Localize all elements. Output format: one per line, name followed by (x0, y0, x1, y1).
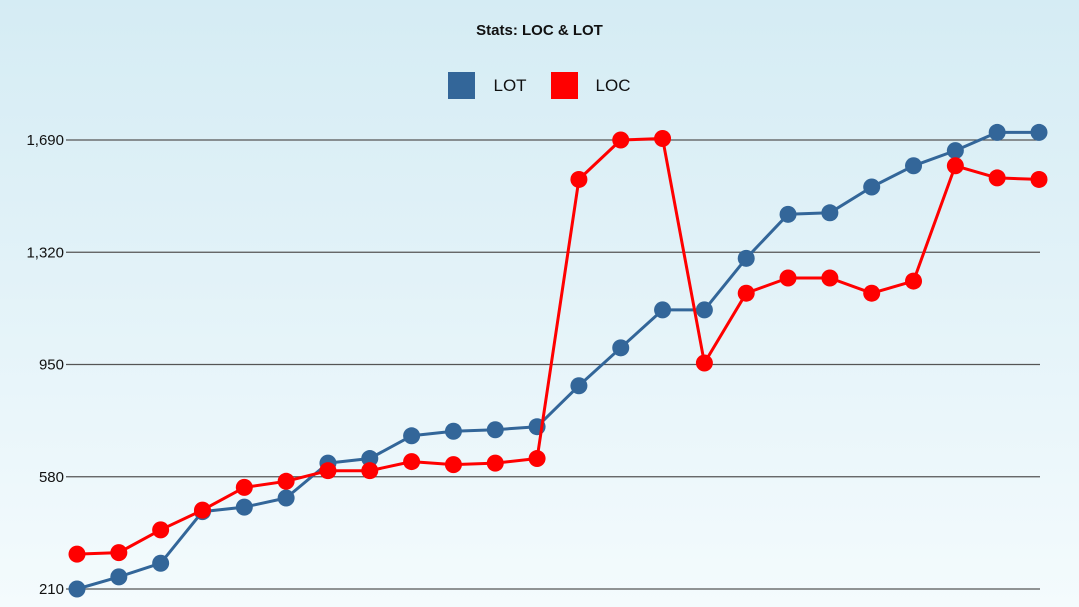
data-point-loc[interactable] (110, 544, 128, 562)
data-point-loc[interactable] (863, 284, 881, 302)
series-lot (68, 123, 1048, 598)
data-point-loc[interactable] (68, 545, 86, 563)
data-point-loc[interactable] (193, 501, 211, 519)
data-point-lot[interactable] (779, 205, 797, 223)
legend-label-lot: LOT (493, 75, 527, 95)
data-point-lot[interactable] (277, 489, 295, 507)
data-point-lot[interactable] (988, 123, 1006, 141)
data-point-loc[interactable] (946, 157, 964, 175)
data-point-lot[interactable] (863, 178, 881, 196)
data-point-loc[interactable] (403, 453, 421, 471)
y-tick-label: 1,320 (26, 244, 64, 261)
data-point-loc[interactable] (1030, 170, 1048, 188)
y-tick-label: 210 (39, 581, 64, 598)
data-point-loc[interactable] (444, 456, 462, 474)
legend-swatch-lot (448, 72, 476, 99)
y-tick-label: 1,690 (26, 132, 64, 149)
y-axis-ticks: 210 580 950 1,320 1,690 (26, 132, 64, 598)
data-point-loc[interactable] (779, 269, 797, 287)
data-point-lot[interactable] (946, 142, 964, 160)
data-point-lot[interactable] (444, 422, 462, 440)
data-point-lot[interactable] (110, 568, 128, 586)
data-point-lot[interactable] (486, 421, 504, 439)
data-point-lot[interactable] (403, 427, 421, 445)
chart-title: Stats: LOC & LOT (476, 22, 603, 39)
data-point-lot[interactable] (152, 554, 170, 572)
data-point-lot[interactable] (570, 377, 588, 395)
data-point-loc[interactable] (905, 272, 923, 290)
chart-legend: LOT LOC (0, 72, 1079, 99)
data-point-lot[interactable] (1030, 123, 1048, 141)
series-layer (68, 123, 1048, 598)
data-point-lot[interactable] (905, 157, 923, 175)
legend-label-loc: LOC (595, 75, 631, 95)
data-point-loc[interactable] (277, 472, 295, 490)
grid-layer (66, 139, 1040, 590)
series-loc (68, 129, 1048, 563)
data-point-lot[interactable] (821, 204, 839, 222)
legend-swatch-loc (550, 72, 578, 99)
series-line-loc (76, 137, 1040, 556)
data-point-loc[interactable] (235, 478, 253, 496)
data-point-loc[interactable] (361, 462, 379, 480)
data-point-loc[interactable] (737, 284, 755, 302)
data-point-loc[interactable] (988, 169, 1006, 187)
data-point-loc[interactable] (654, 129, 672, 147)
data-point-lot[interactable] (654, 301, 672, 319)
data-point-lot[interactable] (695, 301, 713, 319)
legend-item-loc[interactable]: LOC (550, 72, 631, 99)
data-point-lot[interactable] (737, 249, 755, 267)
data-point-loc[interactable] (152, 521, 170, 539)
data-point-lot[interactable] (361, 450, 379, 468)
y-tick-label: 950 (39, 357, 64, 374)
data-point-lot[interactable] (612, 339, 630, 357)
legend-item-lot[interactable]: LOT (448, 72, 527, 99)
y-tick-label: 580 (39, 469, 64, 486)
data-point-loc[interactable] (486, 454, 504, 472)
data-point-lot[interactable] (235, 498, 253, 516)
data-point-loc[interactable] (319, 462, 337, 480)
data-point-loc[interactable] (612, 131, 630, 149)
data-point-loc[interactable] (821, 269, 839, 287)
data-point-loc[interactable] (528, 450, 546, 468)
data-point-lot[interactable] (68, 580, 86, 598)
data-point-loc[interactable] (570, 170, 588, 188)
data-point-loc[interactable] (695, 354, 713, 372)
series-line-lot (76, 130, 1039, 591)
